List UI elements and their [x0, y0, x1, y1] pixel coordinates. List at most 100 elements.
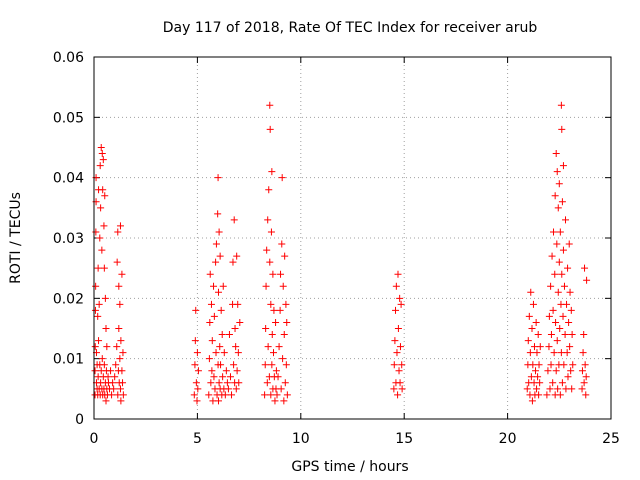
- data-point: [272, 367, 280, 375]
- data-point: [280, 331, 288, 339]
- data-point: [193, 349, 201, 357]
- data-point: [220, 349, 228, 357]
- data-point: [556, 228, 564, 236]
- data-point: [104, 373, 112, 381]
- data-point: [214, 288, 222, 296]
- data-point: [398, 385, 406, 393]
- data-point: [271, 397, 279, 405]
- data-point: [556, 325, 564, 332]
- data-point: [580, 331, 588, 339]
- data-point: [559, 246, 567, 254]
- data-point: [96, 234, 104, 242]
- data-point: [116, 300, 124, 308]
- data-point: [546, 385, 554, 393]
- data-point: [563, 300, 571, 308]
- data-point: [581, 361, 589, 369]
- data-point: [192, 379, 200, 387]
- data-point: [392, 282, 400, 290]
- x-tick-label: 0: [90, 431, 99, 447]
- data-point: [535, 361, 543, 369]
- data-point: [230, 361, 238, 369]
- data-point: [216, 252, 224, 260]
- data-point: [279, 355, 287, 363]
- y-tick-label: 0: [75, 412, 84, 428]
- data-point: [233, 252, 241, 260]
- x-axis-label: GPS time / hours: [291, 459, 408, 475]
- x-tick-label: 15: [395, 431, 413, 447]
- data-point: [281, 379, 289, 387]
- data-point: [109, 379, 117, 387]
- data-point: [557, 101, 565, 109]
- plot-frame: [93, 56, 612, 420]
- data-point: [97, 204, 105, 212]
- data-point: [556, 391, 564, 399]
- data-point: [560, 361, 568, 369]
- data-point: [100, 361, 108, 369]
- data-point: [232, 343, 240, 351]
- data-point: [558, 125, 566, 133]
- data-point: [272, 318, 280, 326]
- data-point: [266, 258, 274, 266]
- y-tick-label: 0.02: [53, 291, 84, 307]
- data-point: [267, 391, 275, 399]
- data-point: [558, 270, 566, 278]
- data-point: [527, 373, 535, 381]
- data-point: [114, 228, 122, 236]
- data-point: [549, 306, 557, 314]
- data-point: [118, 367, 126, 375]
- data-point: [396, 379, 404, 387]
- data-point: [578, 385, 586, 393]
- data-point: [264, 216, 272, 224]
- data-point: [261, 361, 269, 369]
- data-point: [280, 397, 288, 405]
- data-point: [398, 361, 406, 369]
- data-point: [269, 270, 277, 278]
- data-point: [236, 318, 244, 326]
- data-point: [107, 367, 115, 375]
- data-point: [568, 331, 576, 339]
- data-point: [561, 331, 569, 339]
- data-point: [524, 337, 532, 345]
- data-point: [117, 337, 125, 345]
- data-point: [525, 312, 533, 320]
- data-point: [545, 312, 553, 320]
- data-point: [274, 373, 282, 381]
- data-point: [191, 337, 199, 345]
- data-point: [94, 264, 102, 272]
- data-point: [192, 306, 200, 314]
- data-point: [219, 282, 227, 290]
- data-point: [222, 367, 230, 375]
- data-point: [116, 355, 124, 363]
- data-point: [543, 391, 551, 399]
- y-axis-label: ROTI / TECUs: [8, 192, 24, 284]
- data-point: [103, 343, 111, 351]
- data-point: [278, 174, 286, 182]
- data-point: [395, 367, 403, 375]
- data-point: [265, 186, 273, 194]
- data-point: [96, 162, 104, 170]
- data-point: [536, 343, 544, 351]
- data-point: [555, 258, 563, 266]
- data-point: [555, 180, 563, 188]
- data-point: [218, 331, 226, 339]
- data-point: [562, 216, 570, 224]
- data-point: [390, 385, 398, 393]
- data-point: [110, 385, 118, 393]
- data-point: [262, 325, 270, 332]
- data-point: [206, 318, 214, 326]
- data-point: [262, 282, 270, 290]
- data-point: [216, 343, 224, 351]
- data-point: [580, 379, 588, 387]
- data-point: [396, 343, 404, 351]
- data-point: [266, 101, 274, 109]
- data-point: [113, 258, 121, 266]
- data-point: [210, 373, 218, 381]
- data-point: [283, 391, 291, 399]
- data-point: [270, 349, 278, 357]
- data-point: [579, 349, 587, 357]
- data-point: [528, 397, 536, 405]
- data-point: [554, 385, 562, 393]
- data-point: [279, 282, 287, 290]
- data-point: [278, 240, 286, 248]
